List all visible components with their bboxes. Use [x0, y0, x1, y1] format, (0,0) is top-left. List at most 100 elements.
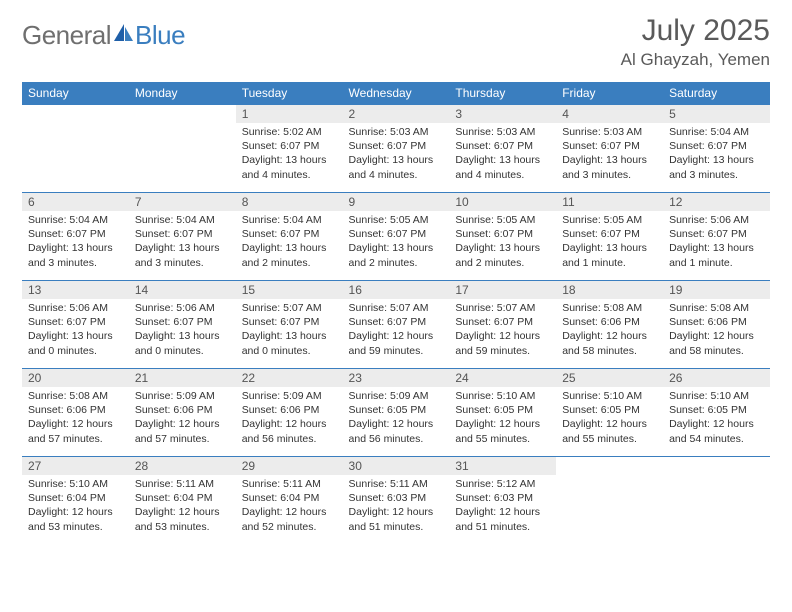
day-cell: 31Sunrise: 5:12 AMSunset: 6:03 PMDayligh… [449, 457, 556, 545]
day-content: Sunrise: 5:04 AMSunset: 6:07 PMDaylight:… [129, 211, 236, 274]
sunset-text: Sunset: 6:07 PM [562, 227, 657, 241]
day-cell: 25Sunrise: 5:10 AMSunset: 6:05 PMDayligh… [556, 369, 663, 457]
day-header: Sunday [22, 82, 129, 105]
day-number: 10 [449, 193, 556, 211]
sunrise-text: Sunrise: 5:10 AM [28, 477, 123, 491]
day-cell: 9Sunrise: 5:05 AMSunset: 6:07 PMDaylight… [343, 193, 450, 281]
sunset-text: Sunset: 6:04 PM [135, 491, 230, 505]
sunset-text: Sunset: 6:07 PM [242, 315, 337, 329]
sunrise-text: Sunrise: 5:04 AM [242, 213, 337, 227]
day-cell: 29Sunrise: 5:11 AMSunset: 6:04 PMDayligh… [236, 457, 343, 545]
week-row: 27Sunrise: 5:10 AMSunset: 6:04 PMDayligh… [22, 457, 770, 545]
sunrise-text: Sunrise: 5:02 AM [242, 125, 337, 139]
day-content: Sunrise: 5:04 AMSunset: 6:07 PMDaylight:… [236, 211, 343, 274]
day-header: Friday [556, 82, 663, 105]
week-row: 20Sunrise: 5:08 AMSunset: 6:06 PMDayligh… [22, 369, 770, 457]
daylight1-text: Daylight: 12 hours [349, 417, 444, 431]
daylight2-text: and 52 minutes. [242, 520, 337, 534]
day-cell: 13Sunrise: 5:06 AMSunset: 6:07 PMDayligh… [22, 281, 129, 369]
day-content: Sunrise: 5:10 AMSunset: 6:05 PMDaylight:… [556, 387, 663, 450]
header: General Blue July 2025 Al Ghayzah, Yemen [22, 14, 770, 70]
sunset-text: Sunset: 6:07 PM [242, 227, 337, 241]
day-cell: 23Sunrise: 5:09 AMSunset: 6:05 PMDayligh… [343, 369, 450, 457]
day-number: 2 [343, 105, 450, 123]
day-content: Sunrise: 5:09 AMSunset: 6:06 PMDaylight:… [129, 387, 236, 450]
daylight2-text: and 4 minutes. [242, 168, 337, 182]
week-row: 1Sunrise: 5:02 AMSunset: 6:07 PMDaylight… [22, 105, 770, 193]
day-content: Sunrise: 5:03 AMSunset: 6:07 PMDaylight:… [449, 123, 556, 186]
sunset-text: Sunset: 6:06 PM [28, 403, 123, 417]
week-row: 6Sunrise: 5:04 AMSunset: 6:07 PMDaylight… [22, 193, 770, 281]
day-content: Sunrise: 5:06 AMSunset: 6:07 PMDaylight:… [129, 299, 236, 362]
daylight2-text: and 0 minutes. [242, 344, 337, 358]
day-header: Wednesday [343, 82, 450, 105]
day-cell: 2Sunrise: 5:03 AMSunset: 6:07 PMDaylight… [343, 105, 450, 193]
day-cell: 19Sunrise: 5:08 AMSunset: 6:06 PMDayligh… [663, 281, 770, 369]
day-number: 25 [556, 369, 663, 387]
daylight1-text: Daylight: 12 hours [28, 417, 123, 431]
day-cell: 6Sunrise: 5:04 AMSunset: 6:07 PMDaylight… [22, 193, 129, 281]
daylight2-text: and 1 minute. [562, 256, 657, 270]
day-number: 30 [343, 457, 450, 475]
day-number: 21 [129, 369, 236, 387]
day-number: 6 [22, 193, 129, 211]
sunrise-text: Sunrise: 5:10 AM [562, 389, 657, 403]
day-content: Sunrise: 5:10 AMSunset: 6:05 PMDaylight:… [663, 387, 770, 450]
day-number: 8 [236, 193, 343, 211]
day-content: Sunrise: 5:04 AMSunset: 6:07 PMDaylight:… [663, 123, 770, 186]
sunrise-text: Sunrise: 5:05 AM [455, 213, 550, 227]
sunset-text: Sunset: 6:07 PM [28, 315, 123, 329]
day-content: Sunrise: 5:10 AMSunset: 6:04 PMDaylight:… [22, 475, 129, 538]
day-number: 5 [663, 105, 770, 123]
day-number: 26 [663, 369, 770, 387]
day-cell: 24Sunrise: 5:10 AMSunset: 6:05 PMDayligh… [449, 369, 556, 457]
day-cell: 21Sunrise: 5:09 AMSunset: 6:06 PMDayligh… [129, 369, 236, 457]
sunrise-text: Sunrise: 5:06 AM [669, 213, 764, 227]
sunrise-text: Sunrise: 5:03 AM [455, 125, 550, 139]
daylight1-text: Daylight: 12 hours [28, 505, 123, 519]
sunset-text: Sunset: 6:07 PM [349, 139, 444, 153]
day-cell: 27Sunrise: 5:10 AMSunset: 6:04 PMDayligh… [22, 457, 129, 545]
daylight2-text: and 2 minutes. [242, 256, 337, 270]
daylight1-text: Daylight: 13 hours [562, 153, 657, 167]
daylight1-text: Daylight: 12 hours [455, 505, 550, 519]
day-number: 20 [22, 369, 129, 387]
day-number: 22 [236, 369, 343, 387]
calendar-body: 1Sunrise: 5:02 AMSunset: 6:07 PMDaylight… [22, 105, 770, 545]
logo-text-blue: Blue [135, 20, 185, 51]
day-content: Sunrise: 5:05 AMSunset: 6:07 PMDaylight:… [449, 211, 556, 274]
sunrise-text: Sunrise: 5:10 AM [455, 389, 550, 403]
daylight2-text: and 1 minute. [669, 256, 764, 270]
day-content: Sunrise: 5:06 AMSunset: 6:07 PMDaylight:… [22, 299, 129, 362]
day-cell: 16Sunrise: 5:07 AMSunset: 6:07 PMDayligh… [343, 281, 450, 369]
sunset-text: Sunset: 6:07 PM [135, 315, 230, 329]
daylight2-text: and 53 minutes. [28, 520, 123, 534]
daylight1-text: Daylight: 12 hours [669, 417, 764, 431]
day-cell: 18Sunrise: 5:08 AMSunset: 6:06 PMDayligh… [556, 281, 663, 369]
title-block: July 2025 Al Ghayzah, Yemen [621, 14, 770, 70]
daylight1-text: Daylight: 13 hours [455, 241, 550, 255]
daylight1-text: Daylight: 13 hours [669, 241, 764, 255]
day-cell: 8Sunrise: 5:04 AMSunset: 6:07 PMDaylight… [236, 193, 343, 281]
day-content: Sunrise: 5:11 AMSunset: 6:04 PMDaylight:… [129, 475, 236, 538]
sunrise-text: Sunrise: 5:11 AM [135, 477, 230, 491]
sunrise-text: Sunrise: 5:03 AM [562, 125, 657, 139]
day-cell: 17Sunrise: 5:07 AMSunset: 6:07 PMDayligh… [449, 281, 556, 369]
daylight2-text: and 2 minutes. [455, 256, 550, 270]
sunrise-text: Sunrise: 5:04 AM [135, 213, 230, 227]
daylight2-text: and 56 minutes. [349, 432, 444, 446]
sunset-text: Sunset: 6:07 PM [669, 227, 764, 241]
day-number: 14 [129, 281, 236, 299]
day-header: Thursday [449, 82, 556, 105]
day-cell [22, 105, 129, 193]
sunrise-text: Sunrise: 5:12 AM [455, 477, 550, 491]
daylight1-text: Daylight: 13 hours [28, 329, 123, 343]
daylight2-text: and 3 minutes. [562, 168, 657, 182]
sunset-text: Sunset: 6:04 PM [242, 491, 337, 505]
day-content: Sunrise: 5:09 AMSunset: 6:06 PMDaylight:… [236, 387, 343, 450]
sunset-text: Sunset: 6:05 PM [455, 403, 550, 417]
calendar-table: Sunday Monday Tuesday Wednesday Thursday… [22, 82, 770, 545]
day-number: 11 [556, 193, 663, 211]
daylight2-text: and 56 minutes. [242, 432, 337, 446]
sunset-text: Sunset: 6:07 PM [562, 139, 657, 153]
